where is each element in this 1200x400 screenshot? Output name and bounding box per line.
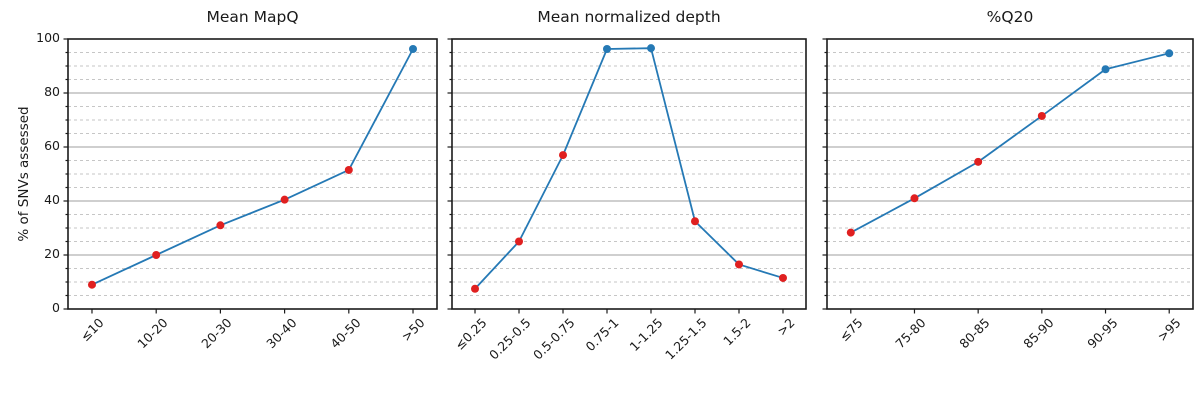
subplot-pct-q20: %Q20 ≤75 75-80 80-85 85-90 90-95 >95 xyxy=(822,8,1194,351)
data-point xyxy=(152,251,161,259)
data-point xyxy=(280,195,289,204)
x-axis-tick-labels: ≤10 10-20 20-30 30-40 40-50 >50 xyxy=(68,315,437,400)
data-point xyxy=(344,165,353,174)
y-tick-label: 20 xyxy=(44,246,60,261)
x-tick-label: >50 xyxy=(398,315,428,345)
data-point xyxy=(603,44,612,53)
data-point xyxy=(1037,111,1046,120)
x-tick-label: 85-90 xyxy=(1020,315,1057,352)
x-tick-label: 40-50 xyxy=(327,315,364,352)
y-tick-label: 100 xyxy=(36,30,60,45)
axes-box xyxy=(826,38,1194,310)
subplot-title: Mean normalized depth xyxy=(537,8,721,26)
subplot-title: Mean MapQ xyxy=(206,8,299,26)
x-tick-label: ≤75 xyxy=(836,315,866,345)
x-tick-label: 90-95 xyxy=(1083,315,1121,352)
x-tick-label: 1-1.25 xyxy=(626,315,666,355)
data-point xyxy=(778,273,787,282)
data-point xyxy=(646,44,655,53)
x-tick-label: ≤10 xyxy=(77,315,107,345)
x-axis-tick-labels: ≤75 75-80 80-85 85-90 90-95 >95 xyxy=(827,315,1193,400)
x-tick-label: 10-20 xyxy=(134,315,171,352)
y-tick-label: 80 xyxy=(44,84,60,99)
data-point xyxy=(471,284,480,293)
plot-area xyxy=(822,38,1194,314)
data-point xyxy=(910,194,919,203)
x-tick-label: 0.25-0.5 xyxy=(486,315,534,363)
x-tick-label: 30-40 xyxy=(262,315,300,352)
x-tick-label: 0.75-1 xyxy=(582,315,622,355)
y-axis-label: % of SNVs assessed xyxy=(16,106,32,242)
data-point xyxy=(87,280,96,289)
x-tick-label: 80-85 xyxy=(956,315,993,352)
data-point xyxy=(216,221,225,230)
data-line xyxy=(850,52,1170,234)
data-point xyxy=(559,151,568,160)
y-tick-label: 40 xyxy=(44,192,60,207)
x-tick-label: 1.25-1.5 xyxy=(662,315,710,363)
axes-box xyxy=(451,38,807,310)
data-point xyxy=(409,44,418,53)
data-point xyxy=(515,237,524,246)
x-tick-label: 75-80 xyxy=(892,315,930,352)
data-point xyxy=(974,157,983,166)
axes-box xyxy=(67,38,438,310)
x-tick-label: ≤0.25 xyxy=(451,315,490,353)
data-point xyxy=(846,228,855,237)
y-tick-label: 60 xyxy=(44,138,60,153)
x-tick-label: 20-30 xyxy=(198,315,235,352)
data-point xyxy=(690,217,699,226)
plot-area xyxy=(447,38,807,314)
subplot-mean-normalized-depth: Mean normalized depth ≤0.25 0.25-0.5 0.5-0… xyxy=(447,8,807,363)
data-line xyxy=(91,48,414,286)
x-tick-label: 1.5-2 xyxy=(720,315,754,349)
x-tick-label: 0.5-0.75 xyxy=(530,315,578,363)
x-tick-label: >95 xyxy=(1154,315,1184,345)
subplot-title: %Q20 xyxy=(986,8,1034,26)
plot-area xyxy=(63,38,438,314)
data-point xyxy=(1165,49,1174,58)
x-axis-tick-labels: ≤0.25 0.25-0.5 0.5-0.75 0.75-1 1-1.25 1.25-1.… xyxy=(452,315,806,400)
subplot-mean-mapq: Mean MapQ ≤10 10-20 20-30 30-40 40-50 >50 xyxy=(63,8,438,351)
y-tick-label: 0 xyxy=(52,300,60,315)
x-tick-label: >2 xyxy=(773,315,798,339)
data-point xyxy=(1101,65,1110,74)
data-line xyxy=(474,47,784,290)
data-point xyxy=(734,260,743,269)
